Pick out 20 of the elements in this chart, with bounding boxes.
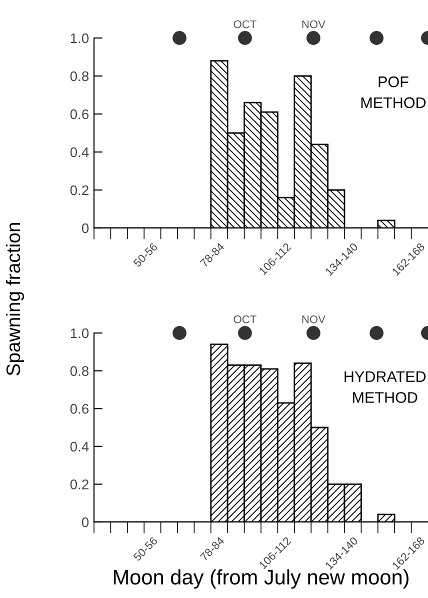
y-axis-title: Spawning fraction xyxy=(6,222,24,376)
annotation: POF METHOD xyxy=(361,76,426,108)
y-tick-label: 0.8 xyxy=(70,71,89,82)
y-tick-label: 0.8 xyxy=(70,366,89,376)
y-tick-label: 0.6 xyxy=(70,404,89,414)
annotation: HYDRATED METHOD xyxy=(344,371,426,403)
y-tick-label: 0 xyxy=(82,517,89,528)
text: OCT xyxy=(234,315,256,324)
y-tick-label: 0.4 xyxy=(70,147,89,158)
x-axis-title: Moon day (from July new moon) xyxy=(114,569,408,589)
y-tick-label: 1.0 xyxy=(70,33,89,44)
y-tick-label: 0.4 xyxy=(70,442,89,452)
text: NOV xyxy=(302,315,326,324)
y-tick-label: 1.0 xyxy=(70,328,89,338)
y-tick-label: 0.2 xyxy=(70,480,88,490)
y-tick-label: 0 xyxy=(82,223,89,234)
y-tick-label: 0.2 xyxy=(70,185,88,196)
text: OCT xyxy=(234,20,256,28)
y-tick-label: 0.6 xyxy=(70,109,89,120)
text: NOV xyxy=(302,20,326,28)
